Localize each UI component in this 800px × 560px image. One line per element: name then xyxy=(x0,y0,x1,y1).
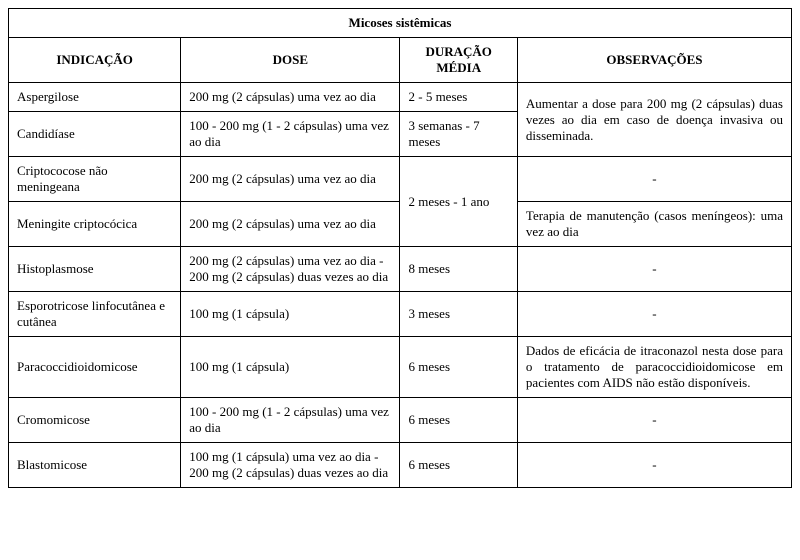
cell-obs: - xyxy=(517,292,791,337)
table-row: Cromomicose 100 - 200 mg (1 - 2 cápsulas… xyxy=(9,398,792,443)
cell-duration: 8 meses xyxy=(400,247,517,292)
cell-indication: Meningite criptocócica xyxy=(9,202,181,247)
cell-duration: 2 - 5 meses xyxy=(400,83,517,112)
table-row: Aspergilose 200 mg (2 cápsulas) uma vez … xyxy=(9,83,792,112)
col-header-dose: DOSE xyxy=(181,38,400,83)
cell-indication: Blastomicose xyxy=(9,443,181,488)
table-row: Criptococose não meningeana 200 mg (2 cá… xyxy=(9,157,792,202)
cell-duration: 6 meses xyxy=(400,337,517,398)
cell-duration: 2 meses - 1 ano xyxy=(400,157,517,247)
cell-obs: - xyxy=(517,443,791,488)
mycoses-table: Micoses sistêmicas INDICAÇÃO DOSE DURAÇÃ… xyxy=(8,8,792,488)
cell-dose: 100 mg (1 cápsula) uma vez ao dia - 200 … xyxy=(181,443,400,488)
col-header-duration: DURAÇÃO MÉDIA xyxy=(400,38,517,83)
cell-dose: 100 - 200 mg (1 - 2 cápsulas) uma vez ao… xyxy=(181,112,400,157)
cell-dose: 200 mg (2 cápsulas) uma vez ao dia xyxy=(181,202,400,247)
table-title: Micoses sistêmicas xyxy=(9,9,792,38)
table-row: Blastomicose 100 mg (1 cápsula) uma vez … xyxy=(9,443,792,488)
cell-indication: Criptococose não meningeana xyxy=(9,157,181,202)
cell-obs: Aumentar a dose para 200 mg (2 cápsulas)… xyxy=(517,83,791,157)
cell-indication: Esporotricose linfocutânea e cutânea xyxy=(9,292,181,337)
cell-indication: Paracoccidioidomicose xyxy=(9,337,181,398)
cell-dose: 200 mg (2 cápsulas) uma vez ao dia xyxy=(181,83,400,112)
table-row: Esporotricose linfocutânea e cutânea 100… xyxy=(9,292,792,337)
cell-indication: Aspergilose xyxy=(9,83,181,112)
title-row: Micoses sistêmicas xyxy=(9,9,792,38)
cell-dose: 200 mg (2 cápsulas) uma vez ao dia - 200… xyxy=(181,247,400,292)
table-row: Paracoccidioidomicose 100 mg (1 cápsula)… xyxy=(9,337,792,398)
cell-indication: Cromomicose xyxy=(9,398,181,443)
cell-indication: Candidíase xyxy=(9,112,181,157)
cell-dose: 100 mg (1 cápsula) xyxy=(181,337,400,398)
cell-obs: - xyxy=(517,247,791,292)
cell-dose: 100 - 200 mg (1 - 2 cápsulas) uma vez ao… xyxy=(181,398,400,443)
cell-obs: Terapia de manutenção (casos meníngeos):… xyxy=(517,202,791,247)
cell-indication: Histoplasmose xyxy=(9,247,181,292)
cell-dose: 100 mg (1 cápsula) xyxy=(181,292,400,337)
col-header-obs: OBSERVAÇÕES xyxy=(517,38,791,83)
table-row: Histoplasmose 200 mg (2 cápsulas) uma ve… xyxy=(9,247,792,292)
cell-duration: 6 meses xyxy=(400,443,517,488)
cell-obs: - xyxy=(517,398,791,443)
cell-obs: Dados de eficácia de itraconazol nesta d… xyxy=(517,337,791,398)
cell-obs: - xyxy=(517,157,791,202)
header-row: INDICAÇÃO DOSE DURAÇÃO MÉDIA OBSERVAÇÕES xyxy=(9,38,792,83)
cell-duration: 6 meses xyxy=(400,398,517,443)
cell-dose: 200 mg (2 cápsulas) uma vez ao dia xyxy=(181,157,400,202)
col-header-indication: INDICAÇÃO xyxy=(9,38,181,83)
cell-duration: 3 semanas - 7 meses xyxy=(400,112,517,157)
cell-duration: 3 meses xyxy=(400,292,517,337)
